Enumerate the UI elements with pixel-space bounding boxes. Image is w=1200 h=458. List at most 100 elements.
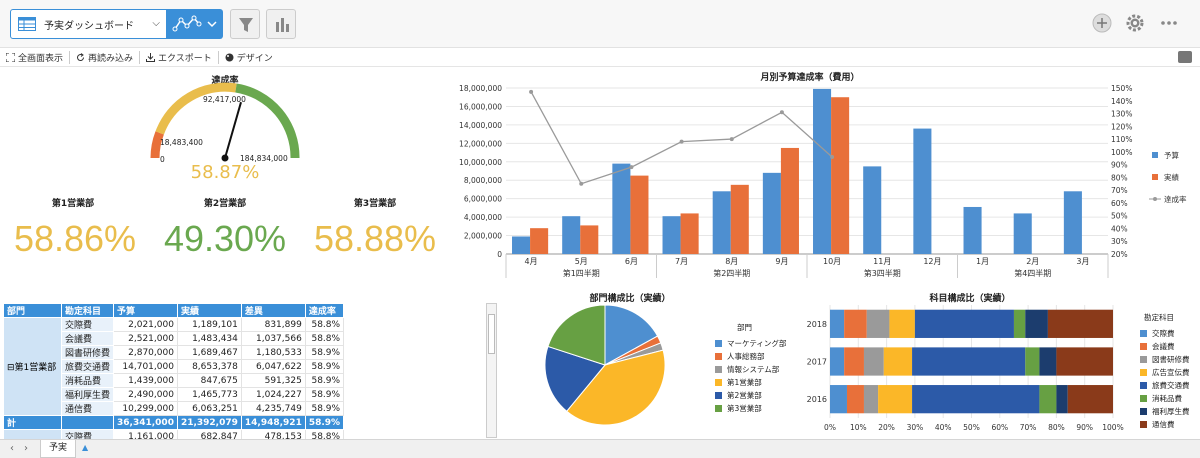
x-tick-label: 10% — [850, 423, 867, 432]
legend-swatch — [715, 340, 722, 347]
dashboard-selector[interactable]: 予実ダッシュボード ⌵ — [10, 9, 167, 39]
pivot-header-diff[interactable]: 差異 — [240, 303, 306, 318]
caret-up-icon[interactable]: ▲ — [82, 443, 89, 452]
rate-point — [579, 181, 584, 186]
stacked-segment — [1047, 309, 1113, 338]
legend-label: 情報システム部 — [727, 365, 780, 374]
stacked-segment — [863, 347, 884, 376]
legend-label: 第3営業部 — [727, 404, 762, 413]
y-tick-label: 2,000,000 — [464, 232, 502, 241]
x-tick-label: 0% — [824, 423, 836, 432]
add-icon[interactable] — [1091, 12, 1113, 34]
stacked-segment — [1067, 385, 1113, 414]
pivot-header-actual[interactable]: 実績 — [176, 303, 242, 318]
total-label: 計 — [3, 415, 62, 430]
value-cell: 58.9% — [304, 387, 345, 402]
value-cell: 58.9% — [304, 359, 345, 374]
reload-button[interactable]: 再読み込み — [76, 51, 141, 64]
stacked-segment — [878, 385, 913, 414]
dept-cell[interactable]: ⊟第1営業部 — [3, 317, 62, 416]
budget-bar — [1063, 191, 1082, 254]
actual-bar — [780, 147, 799, 254]
legend-label: 福利厚生費 — [1152, 407, 1190, 416]
legend-swatch — [715, 392, 722, 399]
top-toolbar: 予実ダッシュボード ⌵ — [0, 0, 1200, 48]
pie-slice — [604, 304, 659, 366]
scrollbar-thumb[interactable] — [488, 314, 495, 354]
gear-icon[interactable] — [1124, 12, 1146, 34]
graph-view-button[interactable] — [167, 9, 223, 39]
stacked-legend-item: 通信費 — [1140, 418, 1190, 431]
y-tick-label: 4,000,000 — [464, 213, 502, 222]
y-tick-label: 2017 — [807, 358, 827, 367]
legend-label: 第1営業部 — [727, 378, 762, 387]
y2-tick-label: 40% — [1111, 224, 1128, 233]
budget-bar — [913, 128, 932, 254]
legend-label: 通信費 — [1152, 420, 1175, 429]
pie-slice — [566, 349, 666, 426]
export-button[interactable]: エクスポート — [146, 51, 219, 64]
fullscreen-button[interactable]: 全画面表示 — [6, 51, 71, 64]
x-tick-label: 11月 — [873, 257, 891, 266]
stacked-segment — [863, 385, 879, 414]
value-cell: 2,021,000 — [113, 317, 178, 332]
more-options-icon[interactable] — [1158, 12, 1180, 34]
stacked-bar-chart: 0% 10% 20% 30% 40% 50% 60% 70% 80% 90% 100% 2018 201… — [807, 305, 1124, 432]
x-tick-label: 5月 — [575, 257, 588, 266]
x-tick-label: 100% — [1102, 423, 1123, 432]
stacked-segment — [912, 347, 1026, 376]
kpi-label-3: 第3営業部 — [353, 199, 397, 209]
value-cell: 831,899 — [240, 317, 306, 332]
group-label: 第4四半期 — [1014, 268, 1051, 278]
y2-tick-label: 130% — [1111, 110, 1132, 119]
prev-sheet-icon[interactable]: ‹ — [10, 443, 14, 454]
x-tick-label: 20% — [878, 423, 895, 432]
value-cell: 58.8% — [304, 331, 345, 346]
actual-bar — [730, 184, 749, 254]
rate-point — [729, 137, 734, 142]
legend-swatch — [715, 379, 722, 386]
sheet-tab[interactable]: 予実 — [40, 440, 76, 458]
rate-point — [830, 154, 835, 159]
value-cell: 1,189,101 — [176, 317, 242, 332]
stacked-segment — [883, 347, 913, 376]
pie-legend-item: 第1営業部 — [715, 376, 786, 389]
pivot-header-account[interactable]: 勘定科目 — [60, 303, 115, 318]
chart-settings-button[interactable] — [266, 9, 296, 39]
gauge-target-label: 92,417,000 — [203, 95, 246, 104]
collapse-icon[interactable]: ⊟ — [7, 363, 15, 373]
next-sheet-icon[interactable]: › — [24, 443, 28, 454]
table-row: ⊟第1営業部 交際費 2,021,000 1,189,101 831,899 58.8% — [3, 317, 345, 416]
comment-icon[interactable] — [1178, 51, 1192, 63]
value-cell: 1,465,773 — [176, 387, 242, 402]
x-tick-label: 8月 — [725, 257, 738, 266]
stacked-legend-item: 広告宣伝費 — [1140, 366, 1190, 379]
legend-swatch — [715, 405, 722, 412]
account-cell: 交際費 — [60, 317, 115, 332]
table-scrollbar[interactable] — [486, 303, 497, 438]
y-tick-label: 18,000,000 — [459, 84, 502, 93]
account-cell: 会議費 — [60, 331, 115, 346]
pivot-header-budget[interactable]: 予算 — [113, 303, 178, 318]
legend-label: 旅費交通費 — [1152, 381, 1190, 390]
kpi-value-2: 49.30% — [163, 218, 287, 259]
x-tick-label: 2月 — [1026, 257, 1039, 266]
pivot-header-dept[interactable]: 部門 — [3, 303, 62, 318]
x-tick-label: 3月 — [1076, 257, 1089, 266]
value-cell: 1,180,533 — [240, 345, 306, 360]
stacked-legend-item: 図書研修費 — [1140, 353, 1190, 366]
y-tick-label: 2016 — [807, 395, 827, 404]
legend-label: マーケティング部 — [727, 339, 787, 348]
legend-swatch — [1140, 395, 1147, 402]
y2-tick-label: 110% — [1111, 135, 1132, 144]
design-button[interactable]: デザイン — [225, 51, 279, 64]
pivot-header-rate[interactable]: 達成率 — [304, 303, 345, 318]
chevron-down-icon[interactable]: ⌵ — [152, 18, 160, 29]
filter-button[interactable] — [230, 9, 260, 39]
value-cell: 58.9% — [304, 373, 345, 388]
y-tick-label: 12,000,000 — [459, 139, 502, 148]
stacked-segment — [1025, 347, 1040, 376]
x-tick-label: 90% — [1076, 423, 1093, 432]
budget-bar — [662, 216, 681, 254]
palette-icon — [225, 53, 234, 62]
